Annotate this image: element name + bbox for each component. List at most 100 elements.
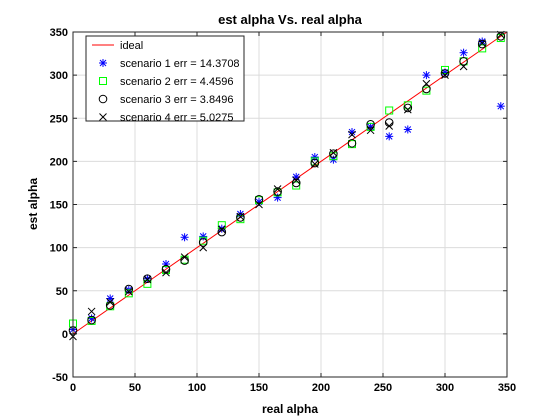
- ticks: 0 50 100 150 200 250 300 350-500501001502002503…: [50, 27, 517, 394]
- data-point: [459, 62, 468, 71]
- data-point: [199, 243, 208, 252]
- data-point: [385, 122, 394, 130]
- data-point: [329, 148, 338, 157]
- data-point: [385, 132, 394, 141]
- y-tick-label: 150: [50, 200, 68, 212]
- data-point: [180, 253, 189, 261]
- x-tick-label: 50: [129, 382, 141, 394]
- data-point: [348, 130, 356, 139]
- data-series: [68, 30, 506, 341]
- data-point: [422, 71, 431, 80]
- data-point: [273, 187, 282, 196]
- legend-marker: [99, 113, 107, 121]
- data-point: [255, 200, 263, 209]
- data-point: [478, 39, 487, 48]
- legend-item-series-3: scenario 3 err = 3.8496: [98, 94, 233, 106]
- data-point: [87, 314, 96, 323]
- legend-marker: [99, 77, 107, 85]
- y-tick-label: 350: [50, 27, 68, 39]
- ideal-line: [72, 31, 508, 335]
- data-point: [198, 238, 208, 247]
- data-point: [385, 106, 394, 115]
- data-point: [440, 69, 450, 78]
- legend-item-series-2: scenario 2 err = 4.4596: [99, 76, 233, 88]
- data-point: [422, 79, 431, 88]
- data-point: [87, 307, 96, 316]
- legend-label: scenario 1 err = 14.3708: [120, 58, 240, 70]
- data-point: [422, 84, 431, 94]
- legend-label-ideal: ideal: [120, 40, 143, 52]
- data-point: [291, 178, 301, 188]
- data-point: [292, 181, 301, 190]
- data-point: [199, 232, 208, 241]
- y-tick-label: 100: [50, 243, 68, 255]
- x-axis-label: real alpha: [262, 402, 318, 416]
- data-point: [273, 185, 282, 193]
- x-tick-label: 350: [498, 382, 516, 394]
- data-point: [496, 102, 505, 111]
- data-point: [87, 315, 96, 325]
- data-point: [180, 233, 189, 242]
- data-point: [236, 212, 245, 221]
- data-point: [403, 105, 412, 114]
- legend-label: scenario 2 err = 4.4596: [120, 76, 233, 88]
- data-point: [310, 158, 320, 168]
- legend-label: scenario 4 err = 5.0275: [120, 112, 233, 124]
- data-point: [143, 275, 152, 284]
- data-point: [124, 289, 133, 298]
- data-point: [496, 32, 506, 41]
- data-point: [143, 274, 152, 283]
- data-point: [124, 284, 134, 294]
- data-point: [329, 149, 338, 158]
- data-point: [366, 126, 375, 135]
- data-point: [403, 101, 412, 110]
- data-point: [403, 125, 412, 134]
- y-tick-label: 0: [62, 329, 68, 341]
- data-point: [366, 119, 375, 129]
- series-4: [69, 30, 505, 341]
- data-point: [106, 298, 115, 306]
- legend-item-series-4: scenario 4 err = 5.0275: [99, 112, 233, 124]
- y-tick-label: 200: [50, 156, 68, 168]
- legend-marker: [99, 59, 107, 67]
- legend-item-ideal: ideal: [92, 40, 143, 52]
- data-point: [217, 225, 226, 234]
- data-point: [459, 57, 468, 66]
- data-point: [124, 287, 133, 296]
- chart-title: est alpha Vs. real alpha: [218, 12, 363, 27]
- data-point: [292, 176, 301, 185]
- data-point: [441, 71, 449, 79]
- data-point: [236, 213, 245, 222]
- series-3: [68, 32, 506, 335]
- data-point: [310, 160, 319, 168]
- y-tick-label: 300: [50, 70, 68, 82]
- data-point: [162, 268, 170, 277]
- data-point: [459, 48, 468, 57]
- data-point: [347, 138, 357, 148]
- y-tick-label: -50: [52, 372, 68, 384]
- y-tick-label: 250: [50, 113, 68, 125]
- x-tick-label: 0: [70, 382, 76, 394]
- legend-marker: [98, 94, 108, 104]
- legend-item-series-1: scenario 1 err = 14.3708: [99, 58, 240, 70]
- ideal-line-layer: [72, 31, 508, 335]
- data-point: [441, 65, 449, 74]
- data-point: [403, 103, 413, 113]
- legend: ideal scenario 1 err = 14.3708 scenario 2 …: [85, 35, 245, 124]
- x-tick-label: 100: [188, 382, 206, 394]
- data-point: [217, 227, 227, 237]
- data-point: [254, 195, 264, 204]
- legend-box: [85, 35, 245, 122]
- x-tick-label: 300: [436, 382, 454, 394]
- x-tick-label: 150: [250, 382, 268, 394]
- x-tick-label: 200: [312, 382, 330, 394]
- y-axis-label: est alpha: [26, 178, 40, 230]
- data-point: [143, 279, 152, 288]
- x-tick-label: 250: [374, 382, 392, 394]
- data-point: [478, 44, 487, 53]
- data-point: [477, 39, 487, 49]
- y-tick-label: 50: [56, 286, 68, 298]
- legend-label: scenario 3 err = 3.8496: [120, 94, 233, 106]
